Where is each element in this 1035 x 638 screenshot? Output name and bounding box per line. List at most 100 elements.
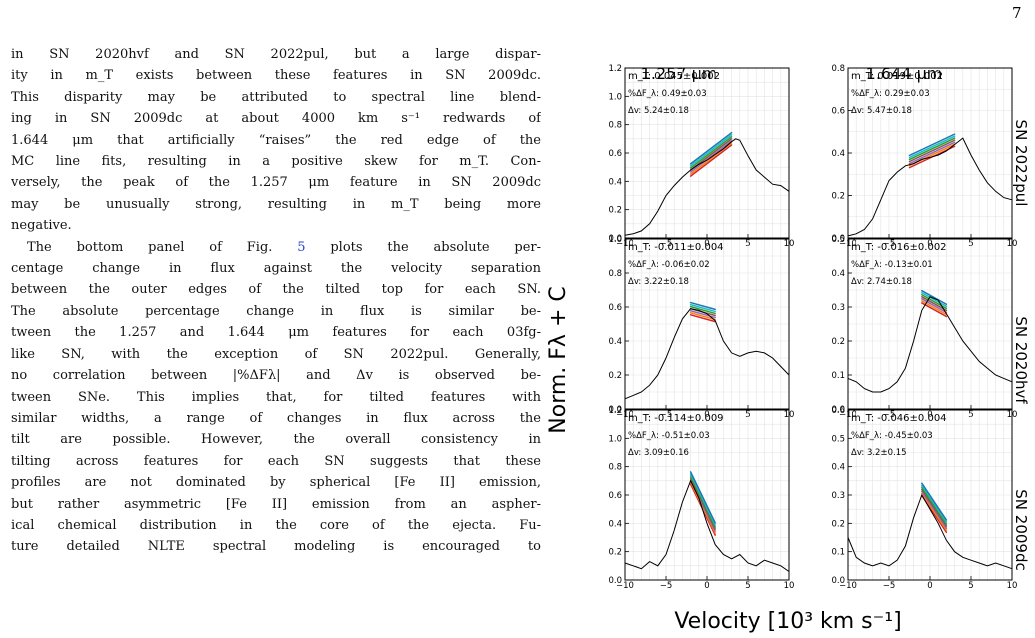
body-text-column: in SN 2020hvf and SN 2022pul, but a larg… xyxy=(11,44,541,558)
annotation-text: %ΔF_λ: 0.29±0.03 xyxy=(851,89,930,99)
fit-line xyxy=(908,137,956,161)
y-tick-label: 0.1 xyxy=(831,371,845,381)
y-tick-label: 1.0 xyxy=(608,235,622,245)
y-tick-label: 0.8 xyxy=(608,463,622,473)
spectrum-line xyxy=(624,308,790,400)
text-line: similar widths, a range of changes in fl… xyxy=(11,410,541,426)
y-tick-label: 0.0 xyxy=(831,576,845,586)
panels-group: −10 −5 0 5 10 0.0 0.2 0.4 0.6 0.8 1.0 1.2 m_T: 0.045… xyxy=(608,64,1017,591)
y-tick-label: 0.5 xyxy=(831,235,845,245)
y-tick-label: 0.2 xyxy=(608,548,622,558)
annotation-text: %ΔF_λ: -0.13±0.01 xyxy=(851,260,933,270)
spectrum-panel: −10 −5 0 5 100.00.20.40.60.81.0m_T: -0.011±0… xyxy=(608,235,794,420)
paragraph-1: in SN 2020hvf and SN 2022pul, but a larg… xyxy=(11,44,541,237)
text-fragment: plots the absolute per- xyxy=(305,239,541,255)
row-label-sn2009dc: SN 2009dc xyxy=(1012,489,1030,570)
fit-line xyxy=(908,141,956,165)
text-line-first: The bottom panel of Fig. 5 plots the abs… xyxy=(11,237,541,258)
annotation-text: m_T: -0.016±0.002 xyxy=(851,242,947,253)
x-tick-label: 0 xyxy=(927,581,932,591)
spectrum-line xyxy=(624,479,790,572)
x-tick-label: −10 xyxy=(839,581,857,591)
y-tick-label: 0.6 xyxy=(831,107,845,117)
fit-line xyxy=(921,291,948,308)
x-tick-label: 5 xyxy=(968,581,973,591)
annotation-text: %ΔF_λ: -0.06±0.02 xyxy=(628,260,710,270)
x-tick-label: 10 xyxy=(784,581,795,591)
figure-reference-link[interactable]: 5 xyxy=(297,239,306,255)
x-tick-label: −5 xyxy=(660,581,673,591)
y-tick-label: 0.2 xyxy=(831,192,845,202)
fit-line xyxy=(689,134,733,167)
text-line: centage change in flux against the veloc… xyxy=(11,261,541,277)
y-tick-label: 0.4 xyxy=(831,463,845,473)
x-tick-label: −5 xyxy=(883,581,896,591)
fit-line xyxy=(921,486,948,525)
text-line: ing in SN 2009dc at about 4000 km s⁻¹ re… xyxy=(11,111,541,127)
text-line: may be unusually strong, resulting in m_… xyxy=(11,196,541,212)
y-tick-label: 0.2 xyxy=(831,337,845,347)
text-line: ity in m_T exists between these features… xyxy=(11,68,541,84)
y-tick-label: 0.2 xyxy=(608,371,622,381)
y-tick-label: 0.0 xyxy=(831,234,845,244)
y-tick-label: 0.8 xyxy=(608,121,622,131)
annotation-text: Δv: 3.22±0.18 xyxy=(628,277,689,287)
row-label-sn2022pul: SN 2022pul xyxy=(1012,120,1030,207)
fit-line xyxy=(689,136,733,169)
text-line: tilting across features for each SN sugg… xyxy=(11,453,541,469)
row-label-sn2020hvf: SN 2020hvf xyxy=(1012,316,1030,404)
text-line: negative. xyxy=(11,218,72,234)
annotation-text: %ΔF_λ: -0.51±0.03 xyxy=(628,431,710,441)
fit-line xyxy=(689,309,716,319)
x-tick-label: 10 xyxy=(1007,581,1018,591)
annotation-text: Δv: 2.74±0.18 xyxy=(851,277,912,287)
y-tick-label: 0.8 xyxy=(831,64,845,74)
fit-line xyxy=(689,475,716,528)
y-tick-label: 0.4 xyxy=(831,149,845,159)
spectrum-line xyxy=(624,138,790,236)
text-line: tilt are possible. However, the overall … xyxy=(11,432,541,448)
page-number: 7 xyxy=(1012,4,1022,22)
text-line: between the outer edges of the tilted to… xyxy=(11,282,541,298)
text-line: ical chemical distribution in the core o… xyxy=(11,517,541,533)
x-tick-label: −10 xyxy=(616,581,634,591)
annotation-text: m_T: 0.019±0.002 xyxy=(851,71,943,82)
text-line: profiles are not dominated by spherical … xyxy=(11,475,541,491)
text-line: The absolute percentage change in flux i… xyxy=(11,303,541,319)
text-line: but rather asymmetric [Fe II] emission f… xyxy=(11,496,541,512)
y-tick-label: 1.0 xyxy=(608,92,622,102)
fit-line xyxy=(921,484,948,523)
y-tick-label: 0.6 xyxy=(608,149,622,159)
annotation-text: Δv: 3.2±0.15 xyxy=(851,448,907,458)
y-tick-label: 0.4 xyxy=(608,177,622,187)
fit-line xyxy=(689,473,716,526)
annotation-text: %ΔF_λ: -0.45±0.03 xyxy=(851,431,933,441)
fit-line xyxy=(689,131,733,165)
y-tick-label: 0.4 xyxy=(831,269,845,279)
paragraph-2: The bottom panel of Fig. 5 plots the abs… xyxy=(11,237,541,558)
fit-line xyxy=(908,135,956,159)
fit-line xyxy=(689,477,716,530)
column-title-1644: 1.644 μm xyxy=(866,64,943,83)
text-line: like SN, with the exception of SN 2022pu… xyxy=(11,346,541,362)
y-tick-label: 0.0 xyxy=(608,234,622,244)
fit-line xyxy=(689,140,733,173)
fit-line xyxy=(689,305,716,315)
y-tick-label: 1.2 xyxy=(608,406,622,416)
fit-line xyxy=(921,492,948,531)
y-tick-label: 0.0 xyxy=(608,576,622,586)
annotation-text: Δv: 3.09±0.16 xyxy=(628,448,689,458)
annotation-text: %ΔF_λ: 0.49±0.03 xyxy=(628,89,707,99)
y-tick-label: 0.6 xyxy=(608,303,622,313)
text-line: MC line fits, resulting in a positive sk… xyxy=(11,154,541,170)
text-line: tween SNe. This implies that, for tilted… xyxy=(11,389,541,405)
fit-line xyxy=(921,490,948,529)
fit-line xyxy=(921,296,948,312)
fit-line xyxy=(921,482,948,521)
spectrum-panel: −10 −5 0 5 100.00.10.20.30.40.5m_T: -0.016±0… xyxy=(831,235,1017,420)
fit-line xyxy=(921,298,948,314)
x-axis-label: Velocity [10³ km s⁻¹] xyxy=(674,609,901,634)
fit-line xyxy=(689,303,716,313)
annotation-text: m_T: 0.045±0.002 xyxy=(628,71,720,82)
